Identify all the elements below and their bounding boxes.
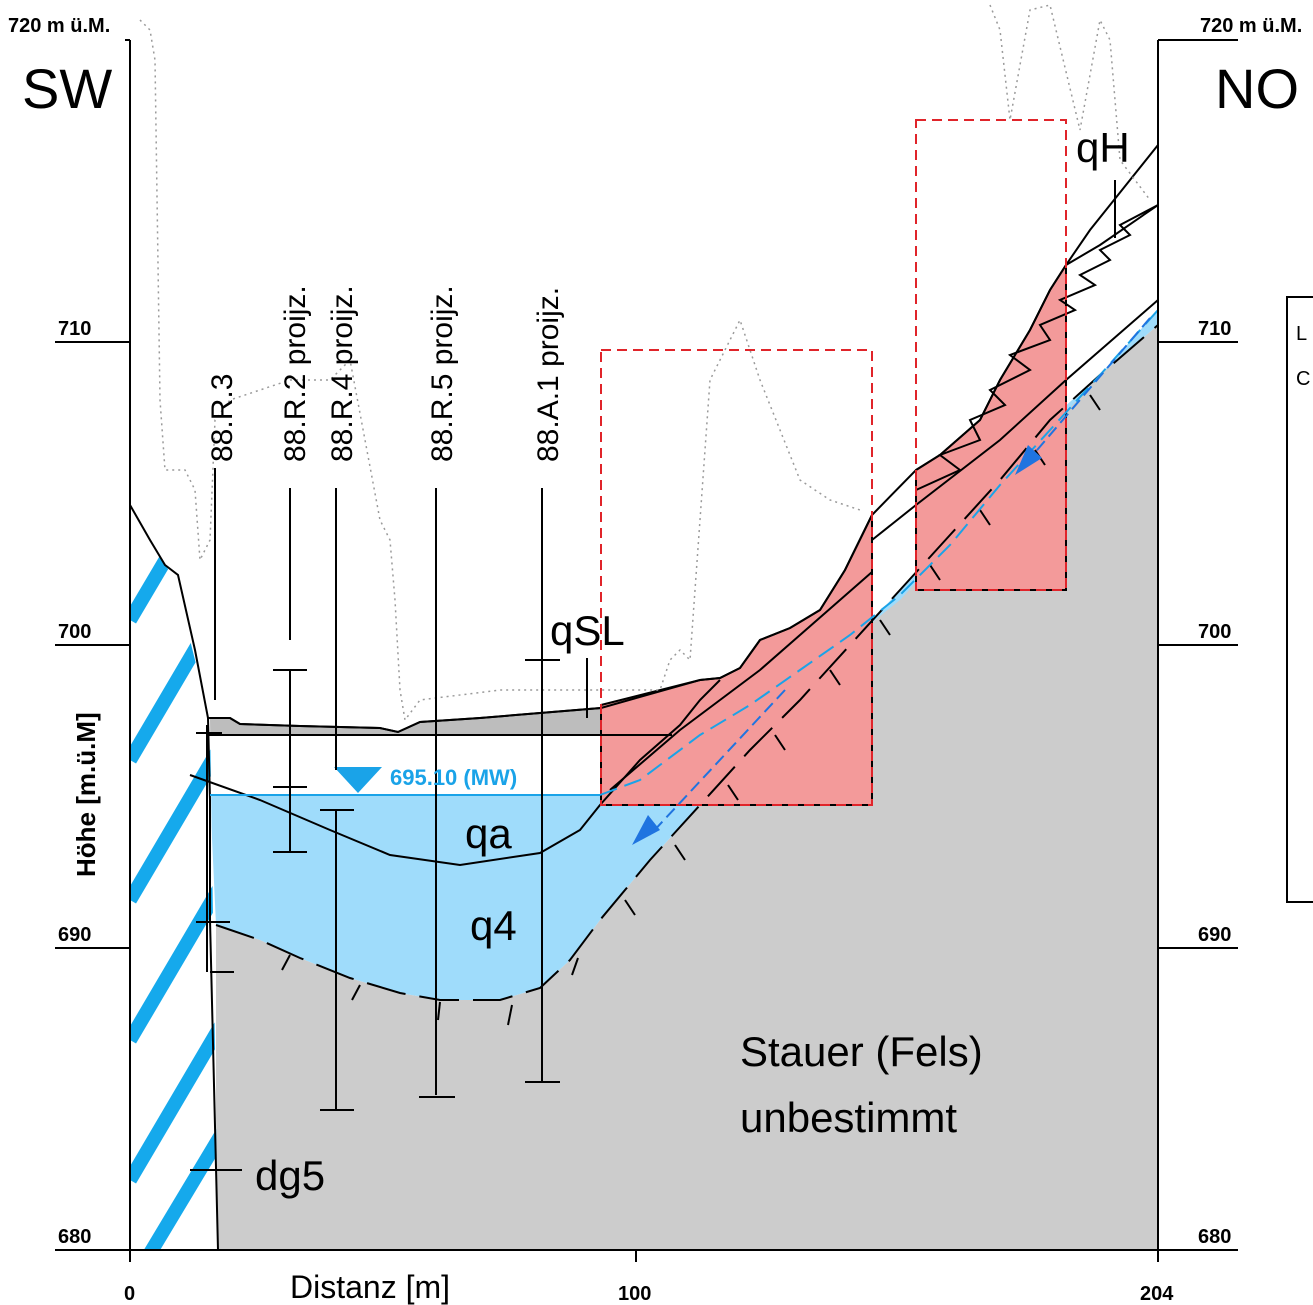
bedrock-boundary — [215, 324, 1159, 1001]
unit-qa: qa — [465, 810, 512, 857]
distance-tick-100: 100 — [618, 1283, 651, 1305]
flow-arrow-upper — [1019, 317, 1151, 471]
tick-710-right: 710 — [1198, 318, 1231, 340]
tick-700-right: 700 — [1198, 621, 1231, 643]
tick-680-right: 680 — [1198, 1226, 1231, 1248]
distance-tick-0: 0 — [124, 1283, 135, 1305]
orientation-right: NO — [1215, 57, 1299, 120]
legend-box — [1286, 296, 1313, 903]
legend-line2: C — [1296, 368, 1310, 390]
bedrock-label-1: Stauer (Fels) — [740, 1028, 983, 1075]
unit-dg5: dg5 — [255, 1152, 325, 1199]
orientation-left: SW — [22, 57, 112, 120]
bedrock-label-2: unbestimmt — [740, 1094, 957, 1141]
legend-line1: L — [1296, 323, 1307, 345]
borehole-label-2: 88.R.2 proijz. — [279, 285, 312, 462]
borehole-label-4: 88.R.5 proijz. — [426, 285, 459, 462]
detail-frame-upper — [915, 119, 1067, 591]
tick-690-left: 690 — [58, 924, 91, 946]
groundwater-body — [210, 310, 1158, 1000]
detail-frame-lower — [600, 349, 873, 806]
tick-700-left: 700 — [58, 621, 91, 643]
bedrock-area — [216, 325, 1158, 1250]
flow-arrow-lower — [649, 689, 786, 836]
unit-qSL: qSL — [550, 607, 625, 654]
axes — [55, 39, 1238, 1262]
borehole-label-1: 88.R.3 — [206, 374, 239, 462]
unit-qH: qH — [1076, 124, 1130, 171]
tick-680-left: 680 — [58, 1226, 91, 1248]
tick-690-right: 690 — [1198, 924, 1231, 946]
distance-tick-204: 204 — [1140, 1283, 1174, 1305]
bedrock-ticks — [281, 394, 1101, 1026]
elevation-top-left: 720 m ü.M. — [8, 15, 110, 37]
elevation-top-right: 720 m ü.M. — [1200, 15, 1302, 37]
unit-q4: q4 — [470, 902, 517, 949]
former-terrain-dotted — [139, 19, 861, 722]
water-level-label: 695.10 (MW) — [390, 765, 517, 790]
borehole-label-3: 88.R.4 proijz. — [326, 285, 359, 462]
borehole-label-5: 88.A.1 proijz. — [532, 287, 565, 462]
water-level-marker — [334, 767, 382, 793]
x-axis-label: Distanz [m] — [290, 1269, 450, 1305]
tick-710-left: 710 — [58, 318, 91, 340]
slide-zone-lower — [600, 514, 873, 806]
borehole-lines — [190, 180, 1116, 1171]
terrain-line — [129, 144, 1159, 734]
y-axis-label: Höhe [m.ü.M] — [71, 712, 101, 877]
